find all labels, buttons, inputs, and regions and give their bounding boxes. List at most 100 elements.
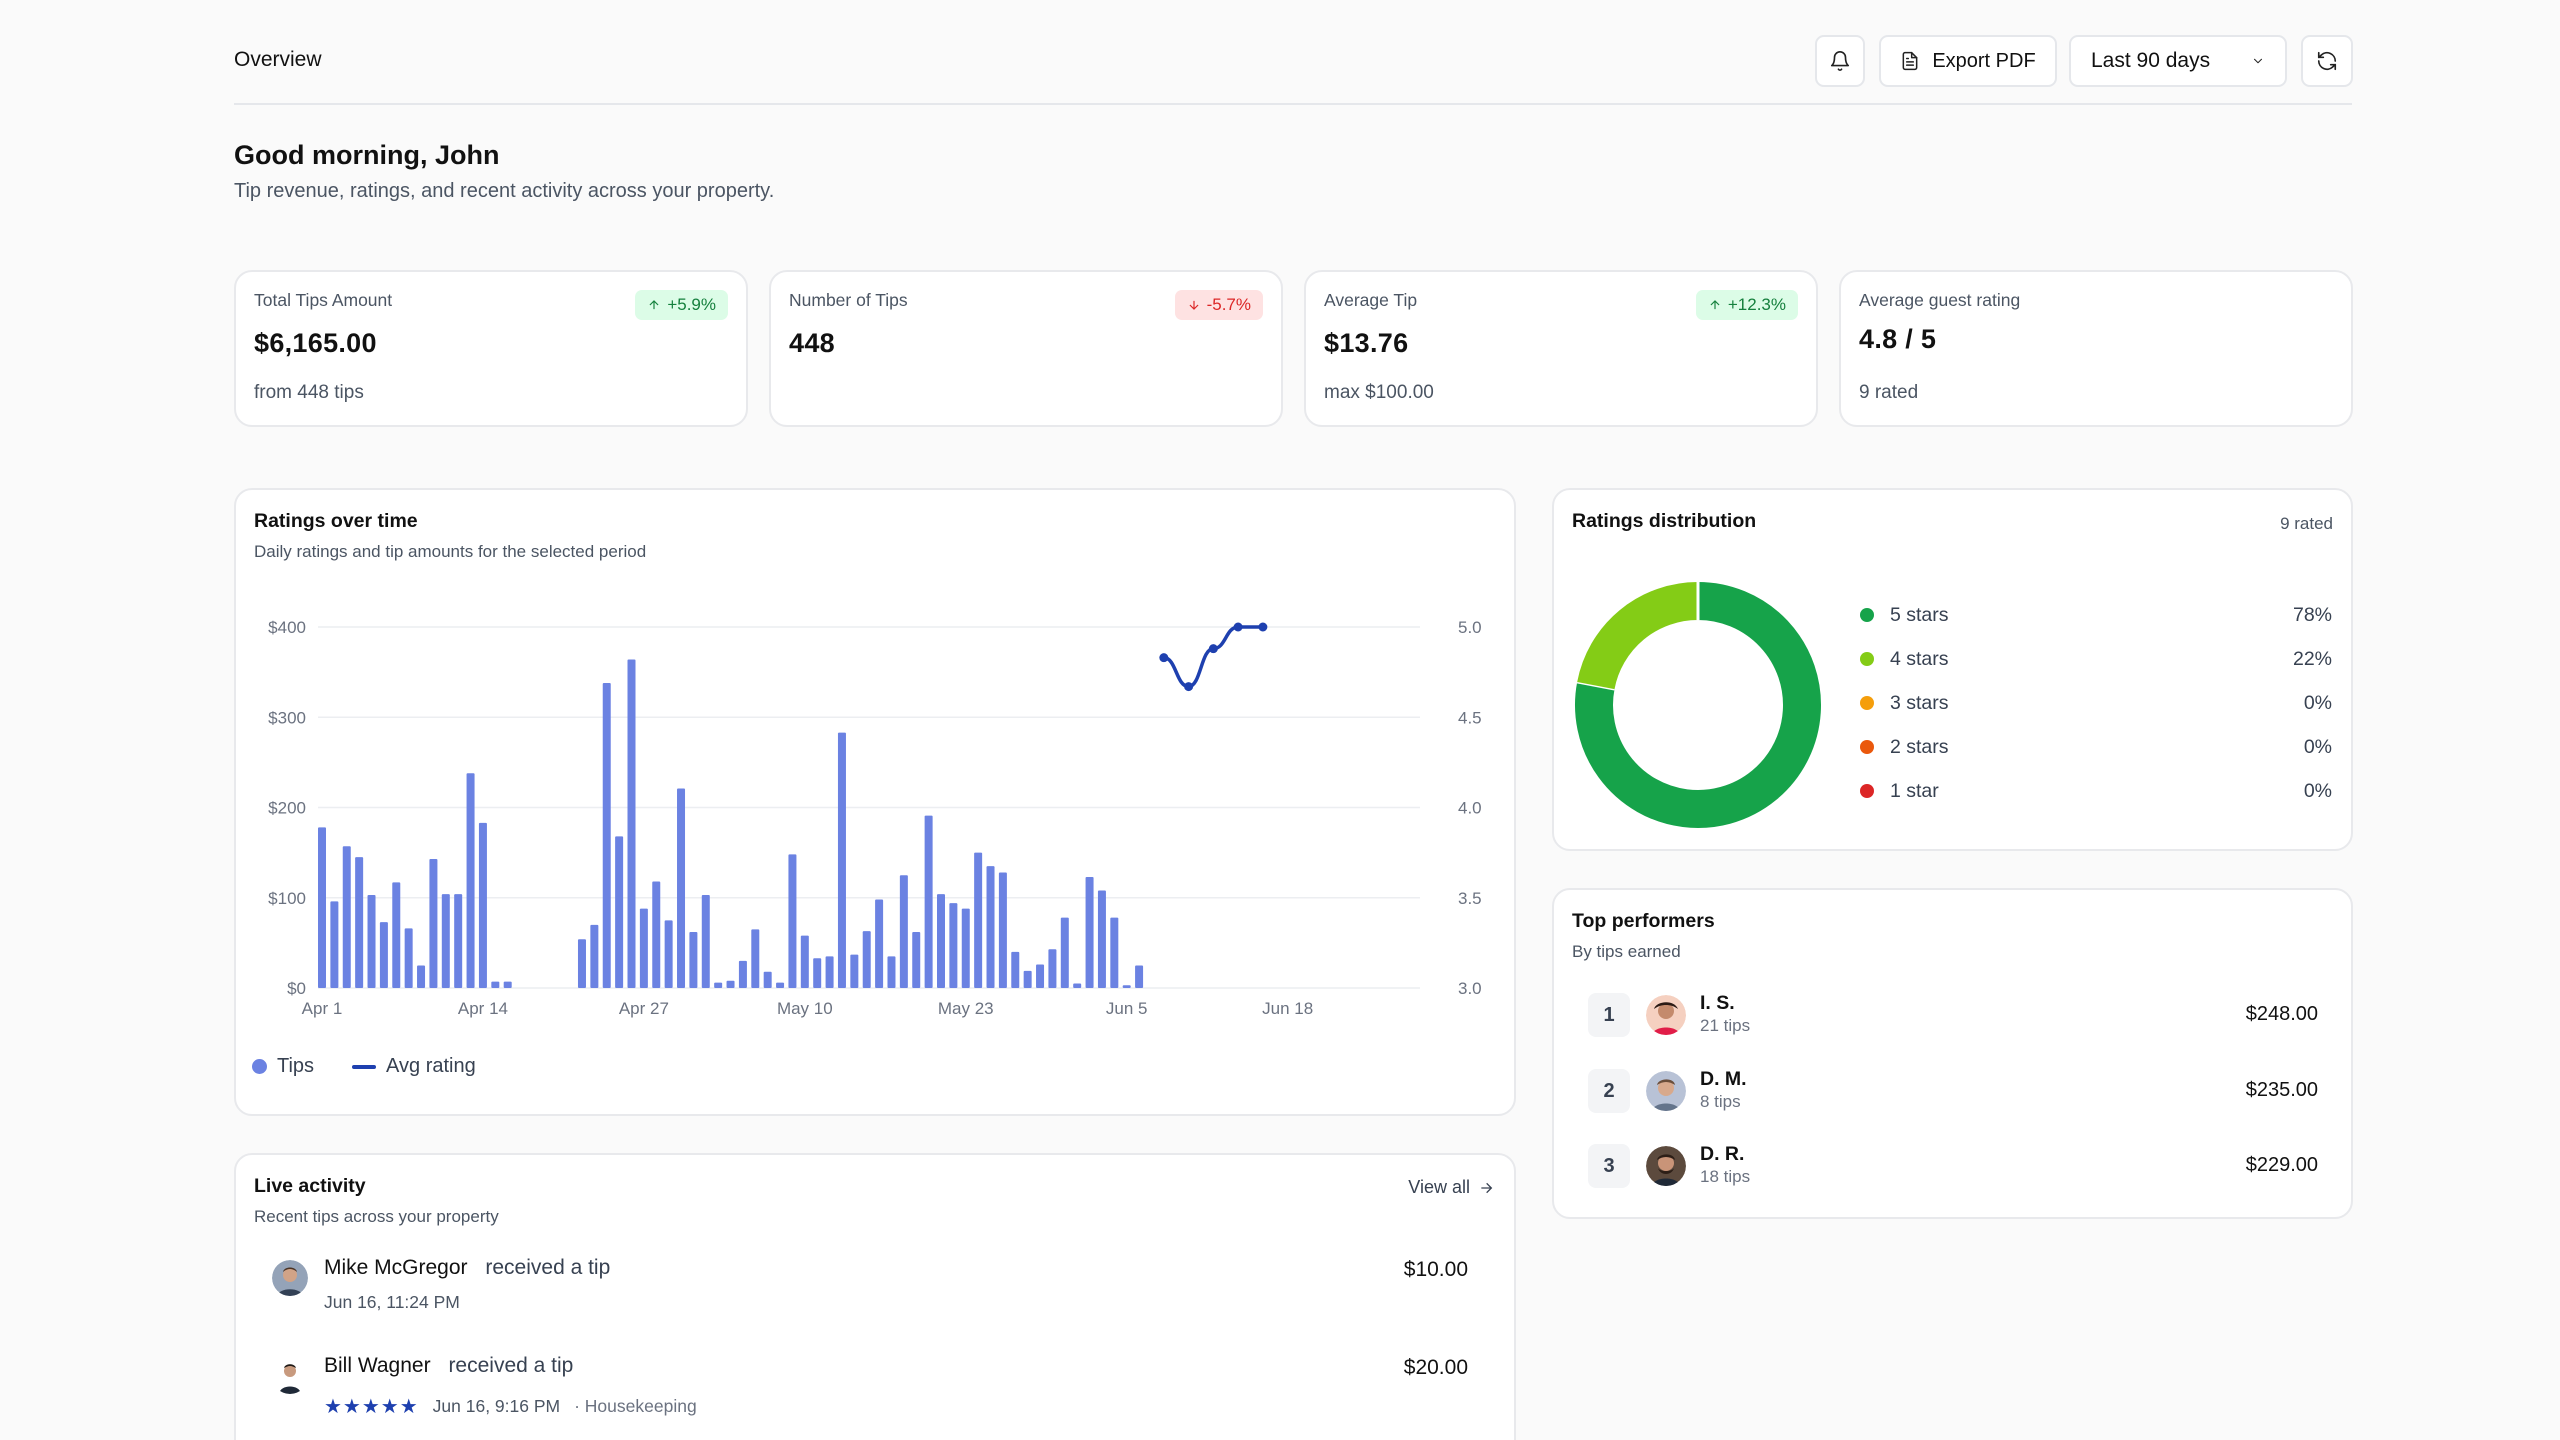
tips-bar[interactable]: [318, 827, 326, 988]
avg-rating-point[interactable]: [1184, 682, 1194, 692]
tips-bar[interactable]: [652, 881, 661, 988]
performer-name: D. R.: [1700, 1143, 1745, 1165]
tips-bar[interactable]: [937, 894, 945, 988]
tips-bar[interactable]: [602, 682, 611, 988]
tips-bar[interactable]: [912, 932, 921, 988]
tips-bar[interactable]: [899, 875, 908, 988]
tips-bar[interactable]: [1036, 964, 1045, 988]
chevron-down-icon: [2253, 58, 2263, 64]
tips-bar[interactable]: [726, 980, 735, 988]
tips-bar[interactable]: [788, 854, 797, 988]
tips-bar[interactable]: [379, 922, 388, 988]
y-left-tick-label: $100: [268, 889, 306, 908]
tips-bar[interactable]: [1122, 985, 1131, 988]
tips-bar[interactable]: [454, 894, 463, 988]
tips-bar[interactable]: [701, 895, 710, 988]
date-range-select[interactable]: Last 90 days: [2069, 35, 2287, 87]
tips-bar[interactable]: [949, 903, 958, 988]
avg-rating-point[interactable]: [1258, 622, 1268, 632]
donut-slice[interactable]: [1575, 582, 1821, 828]
refresh-button[interactable]: [2301, 35, 2353, 87]
tips-bar[interactable]: [392, 882, 401, 988]
tips-bar[interactable]: [1135, 965, 1144, 988]
avg-rating-line: [1162, 625, 1265, 689]
tips-bar[interactable]: [738, 960, 747, 988]
distribution-dot: [1860, 784, 1874, 798]
tips-bar[interactable]: [998, 872, 1007, 988]
tips-bar[interactable]: [417, 965, 426, 988]
tips-bar[interactable]: [924, 815, 933, 988]
tips-bar[interactable]: [837, 732, 846, 988]
tips-bar[interactable]: [1085, 876, 1094, 988]
distribution-row: 1 star 0%: [1860, 776, 2332, 806]
tips-bar[interactable]: [367, 895, 376, 988]
tips-bar[interactable]: [429, 858, 438, 988]
activity-item[interactable]: Mike McGregor received a tip Jun 16, 11:…: [254, 1252, 1492, 1332]
tips-bar[interactable]: [1073, 983, 1082, 988]
stat-value: $6,165.00: [254, 328, 377, 358]
tips-bar[interactable]: [850, 954, 859, 988]
activity-item[interactable]: Bill Wagner received a tip ★★★★★ Jun 16,…: [254, 1350, 1492, 1430]
y-left-tick-label: $0: [287, 979, 306, 998]
tips-bar[interactable]: [478, 822, 487, 988]
tips-bar[interactable]: [1048, 949, 1057, 988]
tips-bar[interactable]: [355, 857, 364, 988]
tips-bar[interactable]: [986, 866, 995, 988]
tips-bar[interactable]: [763, 971, 772, 988]
tips-bar[interactable]: [776, 982, 785, 988]
avg-rating-point[interactable]: [1233, 622, 1243, 632]
distribution-row: 3 stars 0%: [1860, 688, 2332, 718]
tips-bar[interactable]: [627, 659, 636, 988]
tips-bar[interactable]: [800, 935, 809, 988]
tips-bar[interactable]: [664, 920, 673, 988]
bell-icon: [1830, 51, 1850, 71]
tips-bar[interactable]: [961, 908, 970, 988]
tips-bar[interactable]: [862, 931, 871, 988]
donut-slice[interactable]: [1577, 582, 1699, 690]
tips-bar[interactable]: [677, 788, 686, 988]
view-all-link[interactable]: View all: [1408, 1177, 1494, 1198]
tips-bar[interactable]: [1023, 970, 1032, 988]
avg-rating-point[interactable]: [1159, 653, 1169, 663]
greeting-subtitle: Tip revenue, ratings, and recent activit…: [234, 180, 775, 202]
notifications-button[interactable]: [1815, 35, 1865, 87]
performer-row[interactable]: 3 D. R. 18 tips $229.00: [1588, 1138, 2318, 1194]
stat-card-average-tip: Average Tip +12.3% $13.76 max $100.00: [1304, 270, 1818, 427]
tips-bar[interactable]: [714, 982, 723, 988]
tips-bar[interactable]: [887, 956, 896, 988]
export-pdf-button[interactable]: Export PDF: [1879, 35, 2057, 87]
avg-rating-point[interactable]: [1208, 644, 1218, 654]
stat-value: 4.8 / 5: [1859, 324, 1937, 354]
distribution-percent: 0%: [2303, 779, 2332, 802]
tips-bar[interactable]: [590, 924, 599, 988]
tips-bar[interactable]: [974, 852, 983, 988]
greeting-title: Good morning, John: [234, 140, 500, 170]
tips-bar[interactable]: [491, 981, 500, 988]
tips-bar[interactable]: [466, 773, 475, 988]
x-tick-label: Apr 14: [458, 999, 508, 1018]
tips-bar[interactable]: [751, 929, 760, 988]
tips-bar[interactable]: [1097, 890, 1106, 988]
tips-bar[interactable]: [1060, 917, 1069, 988]
tips-bar[interactable]: [342, 846, 351, 988]
tips-bar[interactable]: [689, 932, 698, 988]
tips-bar[interactable]: [330, 901, 339, 988]
tips-bar[interactable]: [404, 928, 413, 988]
tips-bar[interactable]: [875, 899, 884, 988]
tips-bar[interactable]: [1110, 917, 1119, 988]
distribution-row: 4 stars 22%: [1860, 644, 2332, 674]
tips-bar[interactable]: [813, 958, 822, 988]
tips-bar[interactable]: [825, 956, 834, 988]
tips-bar[interactable]: [503, 981, 512, 988]
header-divider: [234, 103, 2352, 105]
performer-row[interactable]: 2 D. M. 8 tips $235.00: [1588, 1063, 2318, 1119]
tips-bar[interactable]: [441, 894, 450, 988]
tips-bar[interactable]: [1011, 951, 1020, 988]
performer-tips: 21 tips: [1700, 1016, 1751, 1035]
tips-bar[interactable]: [615, 836, 624, 988]
tips-bar[interactable]: [577, 939, 586, 988]
tips-bar[interactable]: [639, 908, 648, 988]
stat-label: Total Tips Amount: [254, 290, 393, 310]
rank-badge: 1: [1588, 993, 1630, 1037]
performer-row[interactable]: 1 I. S. 21 tips $248.00: [1588, 987, 2318, 1043]
